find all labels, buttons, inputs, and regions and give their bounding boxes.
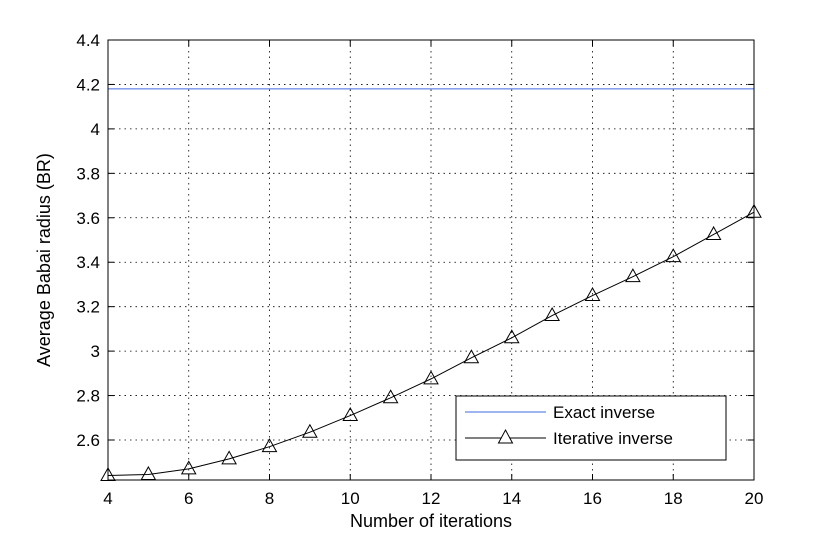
x-tick-label: 18 bbox=[664, 489, 683, 508]
y-tick-labels: 2.6 2.8 3 3.2 3.4 3.6 3.8 4 4.2 4.4 bbox=[76, 31, 100, 450]
legend-box bbox=[455, 395, 727, 461]
y-tick-label: 2.8 bbox=[76, 387, 100, 406]
data-point-iterative-inverse bbox=[261, 438, 278, 453]
data-point-iterative-inverse bbox=[221, 450, 237, 465]
x-tick-label: 4 bbox=[103, 489, 112, 508]
x-tick-label: 12 bbox=[422, 489, 441, 508]
legend-label-iterative-inverse: Iterative inverse bbox=[553, 429, 673, 448]
x-tick-labels: 4 6 8 10 12 14 16 18 20 bbox=[103, 489, 763, 508]
data-point-iterative-inverse bbox=[705, 225, 722, 240]
data-point-iterative-inverse bbox=[342, 407, 359, 422]
y-tick-label: 4.2 bbox=[76, 75, 100, 94]
y-tick-label: 2.6 bbox=[76, 431, 100, 450]
data-point-iterative-inverse bbox=[140, 465, 157, 480]
x-tick-label: 8 bbox=[265, 489, 274, 508]
x-tick-label: 20 bbox=[745, 489, 764, 508]
data-point-iterative-inverse bbox=[503, 329, 520, 344]
data-point-iterative-inverse bbox=[180, 460, 197, 475]
data-point-iterative-inverse bbox=[463, 349, 480, 364]
y-tick-label: 3.4 bbox=[76, 253, 100, 272]
x-tick-label: 14 bbox=[502, 489, 521, 508]
data-point-iterative-inverse bbox=[584, 287, 601, 302]
x-axis-label: Number of iterations bbox=[350, 511, 512, 531]
legend-marker-triangle bbox=[497, 428, 514, 444]
data-point-iterative-inverse bbox=[302, 423, 318, 438]
y-tick-label: 4.4 bbox=[76, 31, 100, 50]
data-point-iterative-inverse bbox=[625, 268, 641, 283]
data-point-iterative-inverse bbox=[665, 248, 682, 263]
data-point-iterative-inverse bbox=[423, 370, 439, 385]
x-tick-label: 6 bbox=[184, 489, 193, 508]
y-tick-label: 3 bbox=[91, 342, 100, 361]
legend: Exact inverse Iterative inverse bbox=[455, 395, 727, 461]
x-tick-label: 10 bbox=[341, 489, 360, 508]
y-tick-label: 3.8 bbox=[76, 164, 100, 183]
x-tick-label: 16 bbox=[583, 489, 602, 508]
tick-marks bbox=[107, 39, 755, 480]
legend-label-exact-inverse: Exact inverse bbox=[553, 403, 655, 422]
y-axis-label: Average Babai radius (BR) bbox=[34, 153, 54, 367]
series-line-iterative-inverse bbox=[107, 211, 755, 477]
data-point-iterative-inverse bbox=[544, 307, 560, 322]
data-point-iterative-inverse bbox=[100, 467, 116, 482]
series-group bbox=[100, 88, 762, 482]
data-point-iterative-inverse bbox=[382, 389, 399, 404]
y-tick-label: 3.6 bbox=[76, 209, 100, 228]
y-tick-label: 3.2 bbox=[76, 298, 100, 317]
y-tick-label: 4 bbox=[91, 120, 100, 139]
grid-lines bbox=[108, 40, 754, 480]
